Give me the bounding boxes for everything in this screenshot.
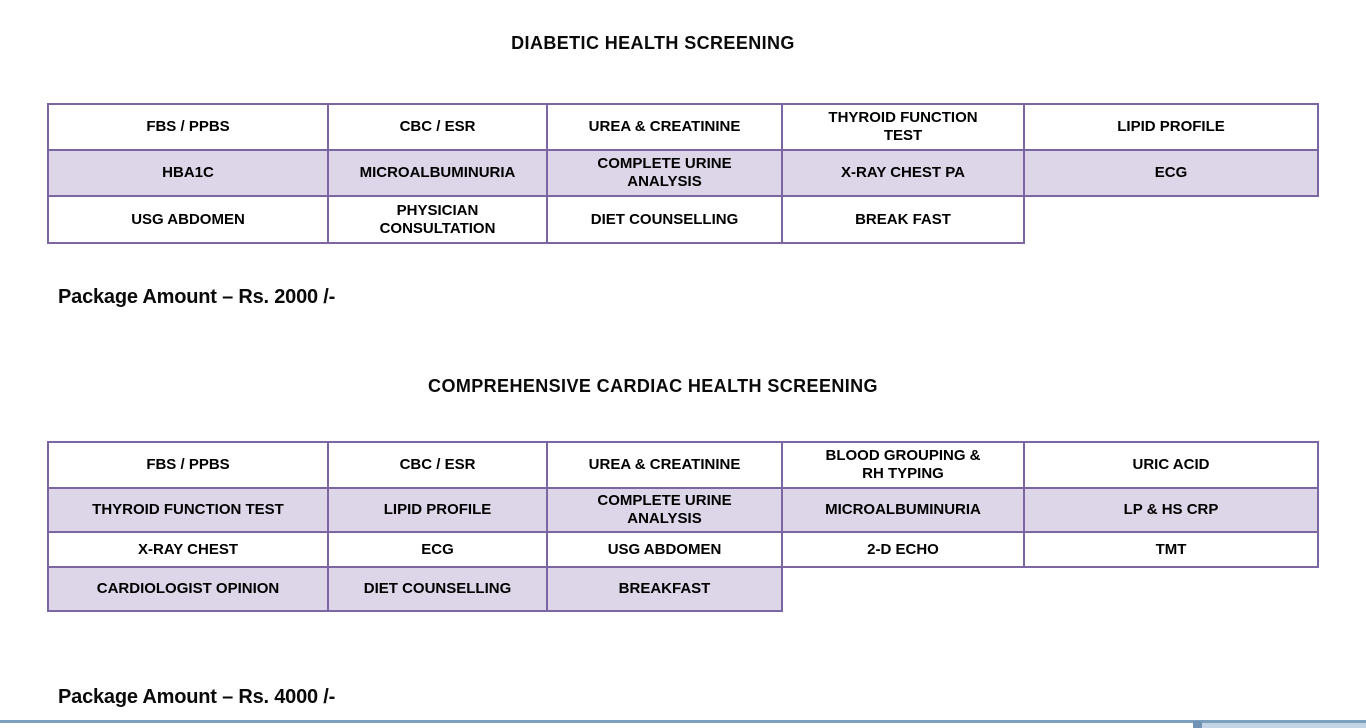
test-cell: ECG (1023, 149, 1319, 197)
test-name: FBS / PPBS (146, 456, 230, 473)
test-cell: HBA1C (47, 149, 329, 197)
test-name: 2-D ECHO (867, 540, 939, 558)
test-cell: X-RAY CHEST (47, 531, 329, 568)
test-cell: USG ABDOMEN (546, 531, 783, 568)
table-row: CARDIOLOGIST OPINION DIET COUNSELLING BR… (47, 566, 1318, 612)
test-cell: BLOOD GROUPING & RH TYPING (781, 441, 1025, 489)
test-name: USG ABDOMEN (607, 540, 722, 558)
test-name: COMPLETE URINE ANALYSIS (597, 155, 732, 190)
test-name: ECG (421, 540, 454, 558)
test-cell: DIET COUNSELLING (546, 195, 783, 244)
diabetic-package-amount: Package Amount – Rs. 2000 /- (58, 286, 336, 308)
test-cell: 2-D ECHO (781, 531, 1025, 568)
test-cell: X-RAY CHEST PA (781, 149, 1025, 197)
test-cell: LP & HS CRP (1023, 487, 1319, 533)
bottom-scroll-tick (1193, 721, 1202, 728)
test-cell: COMPLETE URINE ANALYSIS (546, 487, 783, 533)
test-name: BREAK FAST (855, 210, 951, 228)
cardiac-screening-table: FBS / PPBS CBC / ESR UREA & CREATININE B… (47, 441, 1319, 612)
diabetic-screening-title: DIABETIC HEALTH SCREENING (511, 33, 795, 53)
test-name: HBA1C (162, 164, 214, 181)
test-cell: PHYSICIAN CONSULTATION (327, 195, 548, 244)
test-cell: FBS / PPBS (47, 441, 329, 489)
test-name: CBC / ESR (399, 118, 476, 135)
test-name: URIC ACID (1132, 456, 1210, 473)
test-cell: UREA & CREATININE (546, 441, 783, 489)
test-cell: FBS / PPBS (47, 103, 329, 151)
test-name: LP & HS CRP (1123, 501, 1219, 518)
test-name: LIPID PROFILE (383, 501, 492, 518)
test-name: FBS / PPBS (146, 118, 230, 135)
test-cell: COMPLETE URINE ANALYSIS (546, 149, 783, 197)
table-row: X-RAY CHEST ECG USG ABDOMEN 2-D ECHO TMT (47, 531, 1319, 568)
cardiac-screening-title: COMPREHENSIVE CARDIAC HEALTH SCREENING (428, 376, 878, 396)
test-cell: CBC / ESR (327, 441, 548, 489)
test-name: BLOOD GROUPING & RH TYPING (825, 447, 981, 482)
test-cell: CBC / ESR (327, 103, 548, 151)
table-row: THYROID FUNCTION TEST LIPID PROFILE COMP… (47, 487, 1319, 533)
table-row: FBS / PPBS CBC / ESR UREA & CREATININE B… (47, 441, 1319, 489)
test-name: THYROID FUNCTION TEST (828, 109, 978, 144)
test-name: DIET COUNSELLING (590, 210, 739, 228)
test-name: TMT (1155, 540, 1187, 558)
diabetic-screening-table: FBS / PPBS CBC / ESR UREA & CREATININE T… (47, 103, 1319, 244)
test-name: X-RAY CHEST PA (841, 164, 965, 181)
test-cell: MICROALBUMINURIA (781, 487, 1025, 533)
test-cell: LIPID PROFILE (1023, 103, 1319, 151)
test-name: THYROID FUNCTION TEST (92, 501, 284, 518)
test-cell: THYROID FUNCTION TEST (781, 103, 1025, 151)
test-cell: USG ABDOMEN (47, 195, 329, 244)
test-cell: MICROALBUMINURIA (327, 149, 548, 197)
test-name: LIPID PROFILE (1117, 118, 1225, 135)
test-cell: BREAKFAST (546, 566, 783, 612)
test-cell: ECG (327, 531, 548, 568)
test-name: X-RAY CHEST (137, 540, 239, 558)
table-row: HBA1C MICROALBUMINURIA COMPLETE URINE AN… (47, 149, 1319, 197)
test-name: DIET COUNSELLING (363, 580, 512, 597)
test-name: CARDIOLOGIST OPINION (96, 580, 280, 597)
test-cell: THYROID FUNCTION TEST (47, 487, 329, 533)
bottom-scroll-strip (1197, 723, 1366, 728)
test-cell: BREAK FAST (781, 195, 1025, 244)
test-name: MICROALBUMINURIA (359, 164, 516, 181)
test-cell: CARDIOLOGIST OPINION (47, 566, 329, 612)
test-cell: LIPID PROFILE (327, 487, 548, 533)
test-name: BREAKFAST (618, 580, 711, 597)
test-name: ECG (1154, 164, 1188, 181)
bottom-divider-line (0, 720, 1366, 723)
test-name: COMPLETE URINE ANALYSIS (597, 492, 732, 527)
test-name: USG ABDOMEN (131, 210, 245, 228)
test-name: UREA & CREATININE (588, 456, 741, 473)
test-name: PHYSICIAN CONSULTATION (379, 201, 496, 237)
test-name: CBC / ESR (399, 456, 476, 473)
test-cell: TMT (1023, 531, 1319, 568)
test-cell: URIC ACID (1023, 441, 1319, 489)
test-name: MICROALBUMINURIA (825, 501, 981, 518)
test-name: UREA & CREATININE (588, 118, 741, 135)
cardiac-package-amount: Package Amount – Rs. 4000 /- (58, 686, 336, 708)
test-cell: UREA & CREATININE (546, 103, 783, 151)
test-cell: DIET COUNSELLING (327, 566, 548, 612)
table-row: FBS / PPBS CBC / ESR UREA & CREATININE T… (47, 103, 1319, 151)
table-row: USG ABDOMEN PHYSICIAN CONSULTATION DIET … (47, 195, 1318, 244)
